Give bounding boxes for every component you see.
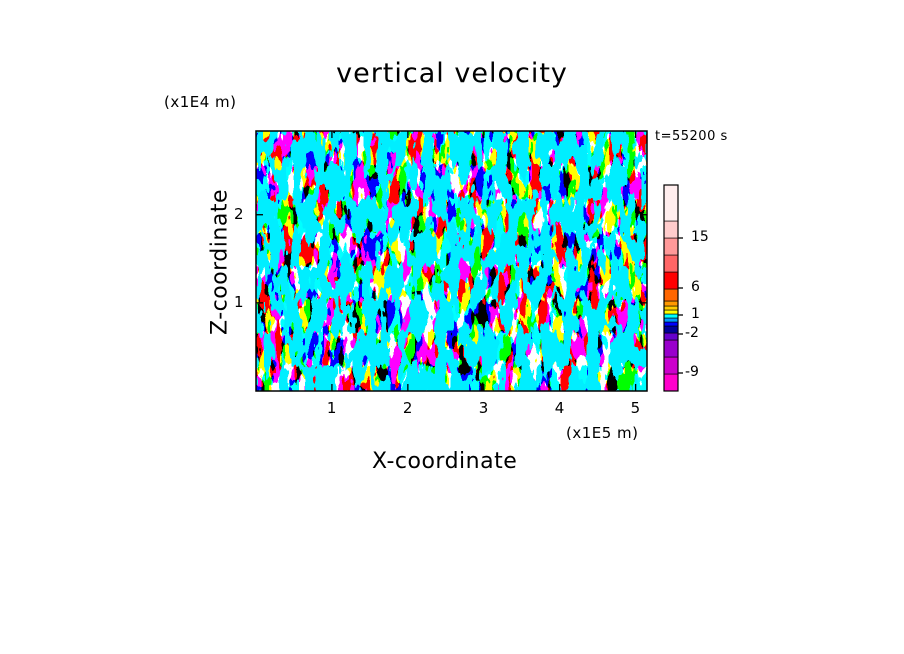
colorbar-band <box>663 300 679 307</box>
colorbar-band <box>663 271 679 290</box>
colorbar-band <box>663 317 679 323</box>
colorbar-tick-label: 1 <box>691 306 700 322</box>
x-tick-label: 2 <box>402 399 413 417</box>
colorbar-band <box>663 184 679 222</box>
x-axis-label: X-coordinate <box>372 449 518 474</box>
colorbar-tick-label: 6 <box>691 279 700 295</box>
y-tick-label: 2 <box>234 204 244 223</box>
colorbar-tick-label: -2 <box>685 325 699 341</box>
colorbar-band <box>663 356 679 375</box>
colorbar-band <box>663 321 679 327</box>
time-label: t=55200 s <box>655 129 728 144</box>
colorbar-band <box>663 313 679 319</box>
x-axis-unit: (x1E5 m) <box>566 424 639 442</box>
y-axis-unit: (x1E4 m) <box>164 93 237 111</box>
colorbar-tick-label: -9 <box>685 364 699 380</box>
x-tick-label: 5 <box>630 399 641 417</box>
chart-title: vertical velocity <box>336 58 568 89</box>
colorbar-band <box>663 288 679 302</box>
colorbar-band <box>663 373 679 392</box>
x-tick-label: 1 <box>326 399 337 417</box>
colorbar-band <box>663 220 679 239</box>
colorbar-band <box>663 309 679 315</box>
colorbar-band <box>663 237 679 256</box>
colorbar-band <box>663 325 679 334</box>
y-axis-label: Z-coordinate <box>207 189 233 335</box>
colorbar-band <box>663 332 679 341</box>
colorbar-band <box>663 339 679 358</box>
x-tick-label: 3 <box>478 399 489 417</box>
colorbar-band <box>663 254 679 273</box>
y-tick-label: 1 <box>234 292 244 311</box>
plot-frame <box>255 130 648 392</box>
colorbar-tick-label: 15 <box>691 229 709 245</box>
x-tick-label: 4 <box>554 399 565 417</box>
colorbar-band <box>663 305 679 311</box>
heatmap-positive-field <box>256 131 647 391</box>
